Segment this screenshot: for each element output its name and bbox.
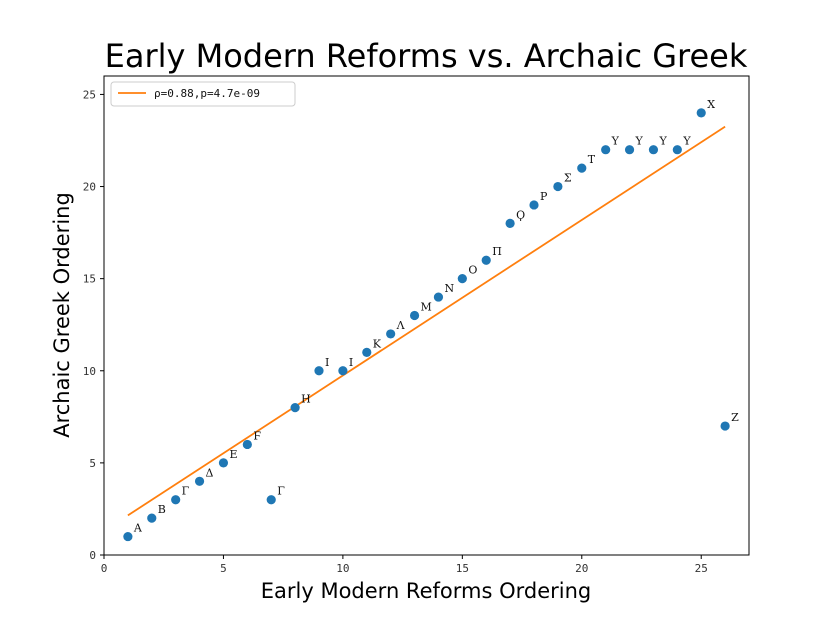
data-point [147,513,157,523]
data-point [481,255,491,265]
x-tick-label: 20 [575,562,588,575]
y-tick-label: 5 [89,457,96,470]
data-point [433,292,444,302]
point-label: Υ [635,135,644,148]
legend-box [110,81,296,107]
legend: ρ=0.88,p=4.7e-09 [110,81,296,107]
data-point [696,108,706,118]
y-tick-label: 20 [83,181,96,194]
point-label: Ο [468,264,477,277]
y-tick-label: 10 [83,365,96,378]
point-label: Χ [707,98,715,111]
chart-title: Early Modern Reforms vs. Archaic Greek [105,37,748,75]
point-label: Ζ [731,411,739,424]
fit-line [127,125,726,517]
point-label: Τ [588,153,596,166]
x-axis: 0 5 10 15 20 25 [101,555,708,575]
data-point [505,218,515,228]
data-point [386,329,396,339]
point-label: Γ [182,485,190,498]
data-point [672,145,682,155]
data-point [266,495,276,505]
point-label: Ρ [540,190,548,203]
y-axis-label: Archaic Greek Ordering [50,192,74,438]
point-label: Κ [373,337,382,350]
x-tick-label: 25 [695,562,708,575]
points: Α Β Γ Δ Ε Ϝ Γ Η Ι Ι Κ Λ ΜΝ Ο Π Ϙ Ρ Σ Τ Υ Υ Υ Υ Χ Ζ [123,98,739,542]
point-label: Π [492,245,502,258]
data-point [123,531,133,542]
point-label: Η [301,393,311,406]
data-point [720,421,730,431]
x-axis-label: Early Modern Reforms Ordering [261,579,591,603]
data-point [577,163,587,173]
point-label: Β [158,503,166,516]
x-tick-label: 15 [456,562,469,575]
point-label: Ι [349,356,353,369]
point-label: Υ [658,135,667,148]
data-point [409,310,420,321]
y-axis: 0 5 10 15 20 25 [83,88,104,562]
point-label: Ϙ [516,208,525,221]
data-point [648,145,659,155]
data-point [601,145,611,155]
legend-label: ρ=0.88,p=4.7e-09 [154,87,260,100]
data-point [194,476,205,486]
point-label: Α [133,522,143,535]
x-tick-label: 5 [220,562,227,575]
data-point [553,181,563,192]
y-tick-label: 0 [89,549,96,562]
point-label: Σ [564,172,572,185]
data-point [529,200,539,210]
y-tick-label: 25 [83,88,96,101]
data-point [338,366,348,376]
point-label: Υ [611,135,620,148]
point-label: Ι [325,356,329,369]
point-label: Γ [277,485,285,498]
data-point [314,366,324,376]
point-label: Μ [421,301,432,314]
point-label: Ϝ [253,429,261,442]
point-label: Ν [444,282,454,295]
data-point [362,347,372,357]
data-point [290,403,300,413]
data-point [171,495,181,505]
data-point [218,458,229,468]
point-label: Υ [682,135,691,148]
x-tick-label: 0 [101,562,108,575]
data-point [242,439,252,450]
y-tick-label: 15 [83,273,96,286]
data-point [624,145,635,155]
x-tick-label: 10 [336,562,349,575]
plot-frame [103,75,750,556]
point-label: Λ [396,319,406,332]
point-label: Ε [229,448,237,461]
point-label: Δ [206,466,214,479]
data-point [457,274,467,284]
